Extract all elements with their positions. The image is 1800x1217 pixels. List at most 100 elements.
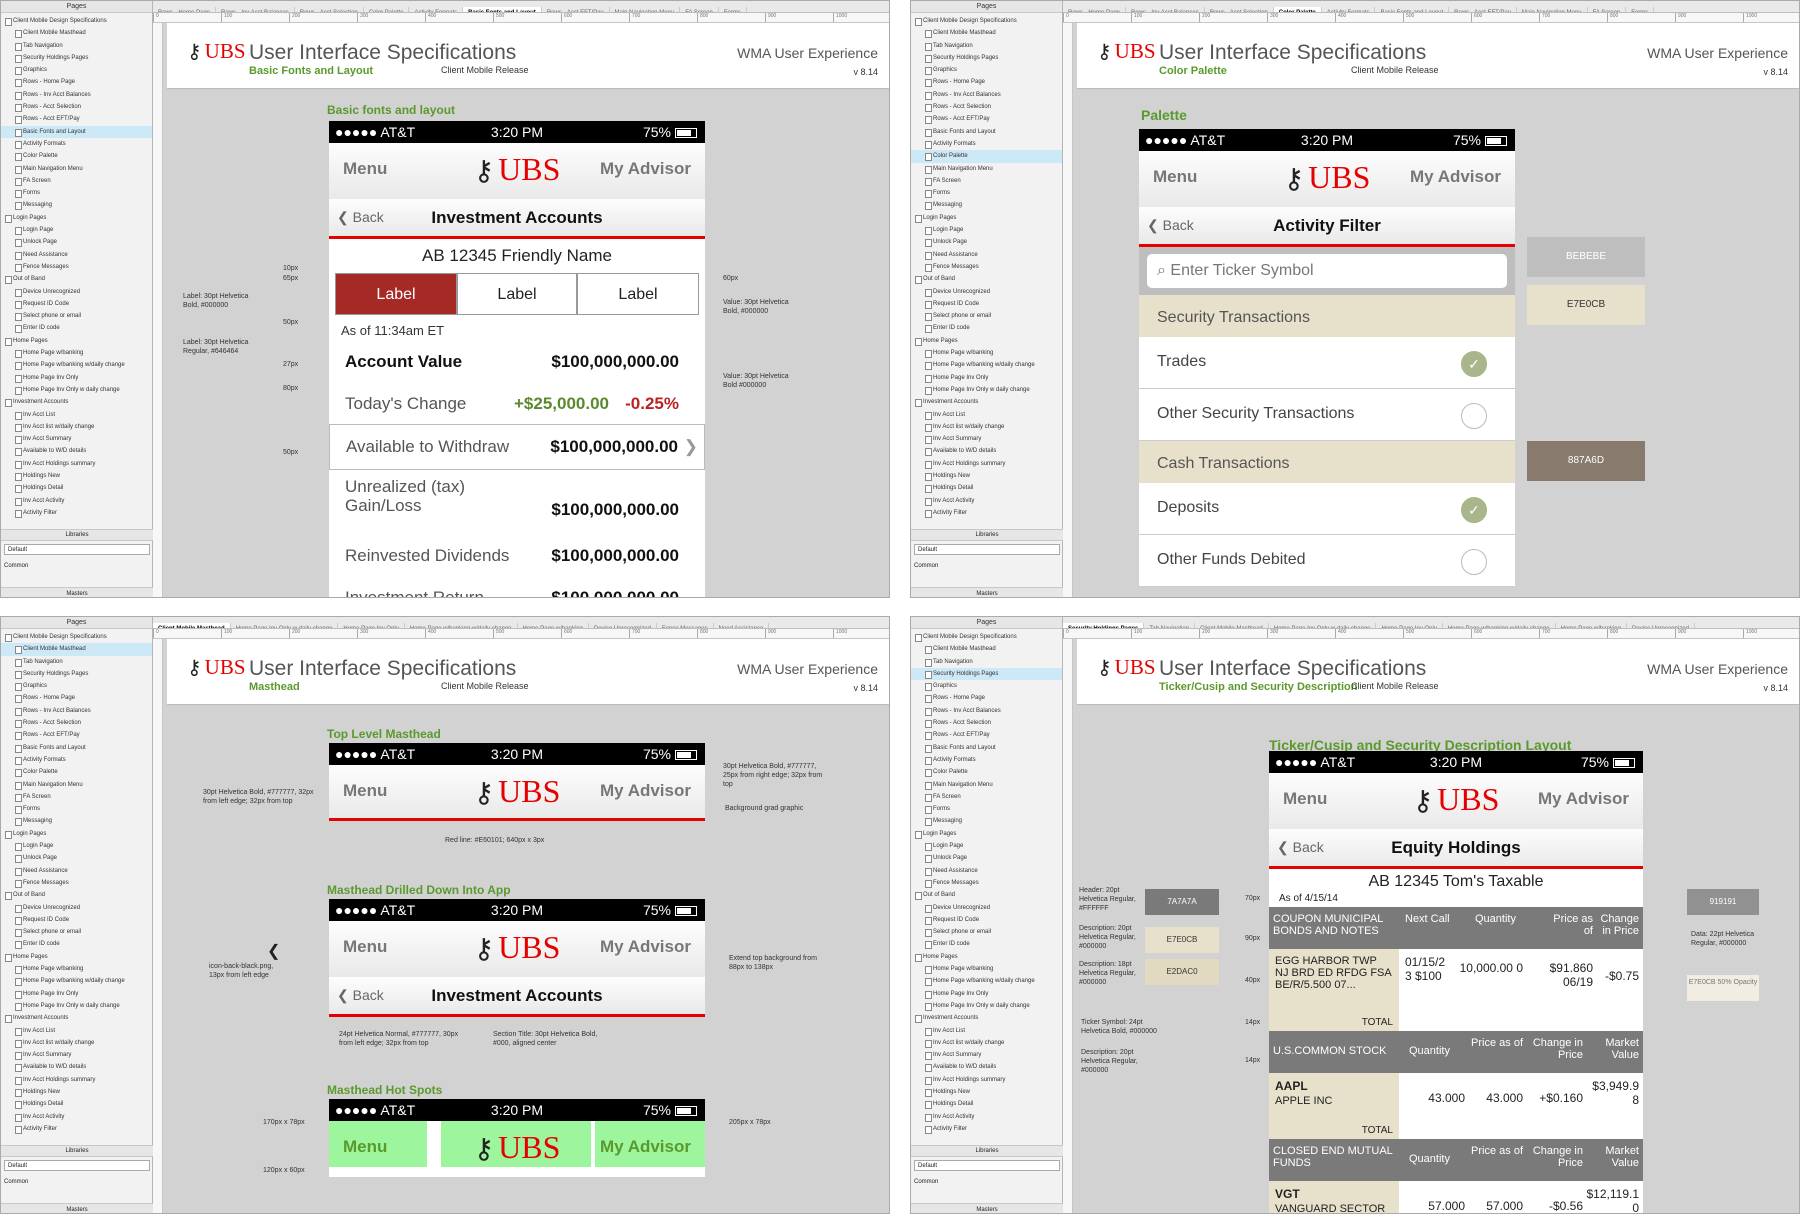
library-select[interactable]: Default — [4, 544, 150, 555]
page-tree-item[interactable]: Home Page w/banking w/daily change — [911, 359, 1062, 371]
page-tab[interactable]: Color Palette — [1273, 7, 1322, 12]
page-tree-item[interactable]: Need Assistance — [911, 865, 1062, 877]
page-tree-item[interactable]: Fence Messages — [1, 877, 152, 889]
page-tree-item[interactable]: Fence Messages — [911, 877, 1062, 889]
page-tree-item[interactable]: Inv Acct list w/daily change — [1, 1037, 152, 1049]
page-tree-item[interactable]: Login Page — [1, 224, 152, 236]
page-tree-item[interactable]: Inv Acct List — [1, 1025, 152, 1037]
page-tree-item[interactable]: Unlock Page — [911, 236, 1062, 248]
page-tree-item[interactable]: Rows - Acct Selection — [1, 101, 152, 113]
back-button[interactable]: ❮ Back — [1147, 217, 1194, 233]
page-tree-item[interactable]: Select phone or email — [1, 926, 152, 938]
page-tree-item[interactable]: Login Page — [1, 840, 152, 852]
page-tab[interactable]: Rows - Acct EFT/Pay — [542, 7, 610, 12]
page-tree-item[interactable]: Main Navigation Menu — [911, 163, 1062, 175]
page-tree-item[interactable]: Client Mobile Design Specifications — [911, 631, 1062, 643]
library-common[interactable]: Common — [4, 563, 29, 569]
page-tree-item[interactable]: Enter ID code — [911, 322, 1062, 334]
page-tab[interactable]: Client Mobile Masthead — [153, 623, 231, 628]
page-tree-item[interactable]: Investment Accounts — [911, 1012, 1062, 1024]
page-tree-item[interactable]: Rows - Acct EFT/Pay — [911, 729, 1062, 741]
page-tree-item[interactable]: Activity Filter — [1, 507, 152, 519]
page-tree-item[interactable]: Activity Filter — [1, 1123, 152, 1135]
page-tree-item[interactable]: Home Page w/banking — [1, 347, 152, 359]
page-tab[interactable]: Tab Navigation — [1144, 623, 1196, 628]
filter-row[interactable]: Other Funds Debited — [1139, 535, 1515, 587]
page-tree-item[interactable]: Login Pages — [911, 828, 1062, 840]
page-tree-item[interactable]: Need Assistance — [911, 249, 1062, 261]
page-tree-item[interactable]: Messaging — [1, 815, 152, 827]
page-tab[interactable]: Home Page w/banking — [518, 623, 589, 628]
page-tab[interactable]: Device Unrecognized — [589, 623, 657, 628]
page-tree-item[interactable]: Home Page Inv Only — [911, 988, 1062, 1000]
back-button[interactable]: ❮ Back — [337, 987, 384, 1003]
page-tab[interactable]: Basic Fonts and Layout — [1375, 7, 1450, 12]
page-tree-item[interactable]: Home Page Inv Only w daily change — [1, 1000, 152, 1012]
page-tab[interactable]: Rows - Home Page — [1063, 7, 1127, 12]
page-tab[interactable]: Activity Formats — [1322, 7, 1376, 12]
page-tree-item[interactable]: Device Unrecognized — [911, 902, 1062, 914]
page-tree-item[interactable]: Home Page w/banking — [911, 347, 1062, 359]
advisor-button[interactable]: My Advisor — [1409, 167, 1501, 186]
page-tree-item[interactable]: Rows - Home Page — [911, 692, 1062, 704]
page-tab[interactable]: Rows - Acct Selection — [295, 7, 364, 12]
page-tab[interactable]: Activity Formats — [409, 7, 464, 12]
page-tree-item[interactable]: Inv Acct Summary — [1, 433, 152, 445]
page-tree-item[interactable]: Need Assistance — [1, 249, 152, 261]
page-tree-item[interactable]: Home Page Inv Only w daily change — [911, 1000, 1062, 1012]
page-tree-item[interactable]: Home Page w/banking w/daily change — [1, 359, 152, 371]
page-tree-item[interactable]: Select phone or email — [1, 310, 152, 322]
page-tree-item[interactable]: Basic Fonts and Layout — [1, 742, 152, 754]
advisor-button[interactable]: My Advisor — [599, 1137, 691, 1156]
page-tree-item[interactable]: Inv Acct Holdings summary — [911, 458, 1062, 470]
page-tree-item[interactable]: Basic Fonts and Layout — [1, 125, 152, 138]
back-button[interactable]: ❮ Back — [337, 209, 384, 225]
page-tree-item[interactable]: Available to W/D details — [911, 445, 1062, 457]
page-tree-item[interactable]: Rows - Home Page — [1, 76, 152, 88]
page-tree-item[interactable]: Home Pages — [911, 335, 1062, 347]
page-tree-item[interactable]: Client Mobile Design Specifications — [1, 631, 152, 643]
page-tree-item[interactable]: Available to W/D details — [1, 1061, 152, 1073]
page-tab[interactable]: Rows - Acct EFT/Pay — [1449, 7, 1517, 12]
page-tree-item[interactable]: Select phone or email — [911, 926, 1062, 938]
page-tree-item[interactable]: Holdings New — [1, 1086, 152, 1098]
page-tree-item[interactable]: Security Holdings Pages — [911, 52, 1062, 64]
checkmark-icon[interactable]: ✓ — [1461, 497, 1487, 523]
page-tab[interactable]: Home Page Inv Only — [338, 623, 405, 628]
menu-button[interactable]: Menu — [343, 1137, 388, 1156]
page-tree-item[interactable]: Inv Acct Summary — [911, 433, 1062, 445]
page-tree-item[interactable]: Messaging — [911, 199, 1062, 211]
page-tree-item[interactable]: Request ID Code — [911, 298, 1062, 310]
page-tab[interactable]: Fence Messages — [657, 623, 714, 628]
page-tree-item[interactable]: Request ID Code — [911, 914, 1062, 926]
page-tree-item[interactable]: Holdings Detail — [1, 1098, 152, 1110]
page-tree-item[interactable]: Rows - Acct EFT/Pay — [1, 113, 152, 125]
page-tree-item[interactable]: Main Navigation Menu — [1, 779, 152, 791]
table-row[interactable]: AAPL APPLE INC 43.000 43.000 +$0.160 $3,9… — [1269, 1073, 1643, 1123]
page-tree-item[interactable]: Inv Acct Summary — [1, 1049, 152, 1061]
page-tree-item[interactable]: Color Palette — [911, 150, 1062, 163]
page-tree-item[interactable]: Login Pages — [1, 212, 152, 224]
page-tree-item[interactable]: Basic Fonts and Layout — [911, 742, 1062, 754]
page-tree-item[interactable]: Rows - Inv Acct Balances — [911, 705, 1062, 717]
page-tree-item[interactable]: Home Page Inv Only w daily change — [1, 384, 152, 396]
checkmark-icon[interactable]: ✓ — [1461, 351, 1487, 377]
page-tab[interactable]: Forms — [1626, 7, 1655, 12]
menu-button[interactable]: Menu — [343, 937, 388, 956]
page-tree-item[interactable]: Security Holdings Pages — [1, 52, 152, 64]
page-tree-item[interactable]: Enter ID code — [911, 938, 1062, 950]
page-tree-item[interactable]: Activity Formats — [1, 754, 152, 766]
library-select[interactable]: Default — [4, 1160, 150, 1171]
page-tree-item[interactable]: Home Page w/banking — [1, 963, 152, 975]
page-tree-item[interactable]: Forms — [911, 803, 1062, 815]
advisor-hotspot[interactable] — [595, 1121, 705, 1167]
library-select[interactable]: Default — [914, 1160, 1060, 1171]
page-tree-item[interactable]: Tab Navigation — [911, 40, 1062, 52]
page-tree-item[interactable]: Investment Accounts — [911, 396, 1062, 408]
page-tree-item[interactable]: Login Page — [911, 840, 1062, 852]
page-tree-item[interactable]: Investment Accounts — [1, 396, 152, 408]
page-tab[interactable]: Rows - Acct Selection — [1205, 7, 1274, 12]
page-tree-item[interactable]: Device Unrecognized — [1, 286, 152, 298]
page-tree-item[interactable]: Color Palette — [1, 150, 152, 162]
